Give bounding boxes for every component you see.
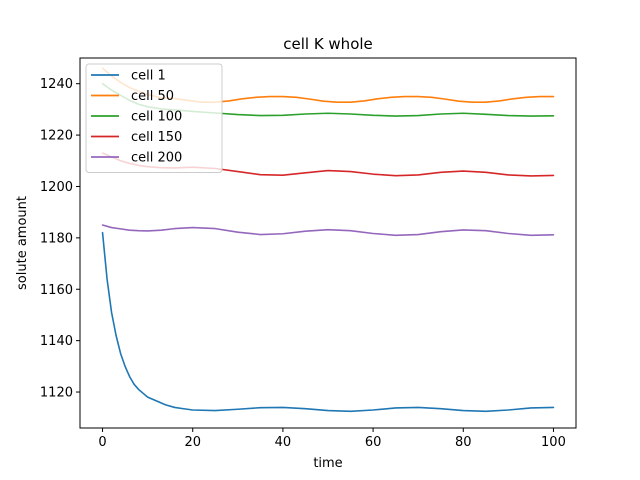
legend-label-1: cell 50 <box>131 89 174 104</box>
y-tick-label-4: 1200 <box>40 180 73 195</box>
legend: cell 1 cell 50 cell 100 cell 150 cell 200 <box>85 63 223 173</box>
x-axis: 0 20 40 60 80 100 <box>98 428 566 450</box>
legend-box <box>85 63 223 173</box>
y-axis-title: solute amount <box>15 196 30 290</box>
x-tick-label-1: 20 <box>184 435 201 450</box>
legend-label-3: cell 150 <box>131 130 182 145</box>
x-tick-label-5: 100 <box>541 435 566 450</box>
y-tick-label-5: 1220 <box>40 129 73 144</box>
x-tick-label-2: 40 <box>275 435 292 450</box>
x-tick-label-4: 80 <box>455 435 472 450</box>
legend-label-2: cell 100 <box>131 110 182 125</box>
x-tick-label-0: 0 <box>98 435 106 450</box>
y-tick-label-2: 1160 <box>40 283 73 298</box>
x-tick-label-3: 60 <box>365 435 382 450</box>
y-axis: 1120 1140 1160 1180 1200 1220 1240 <box>40 77 80 401</box>
y-tick-label-1: 1140 <box>40 334 73 349</box>
series-line-0 <box>101 231 555 413</box>
y-tick-label-6: 1240 <box>40 77 73 92</box>
legend-label-0: cell 1 <box>131 69 166 84</box>
y-tick-label-3: 1180 <box>40 231 73 246</box>
legend-label-4: cell 200 <box>131 151 182 166</box>
plot-frame <box>79 57 577 429</box>
y-tick-label-0: 1120 <box>40 386 73 401</box>
x-axis-title: time <box>313 456 342 471</box>
series-line-4 <box>101 224 555 237</box>
chart-title: cell K whole <box>283 35 373 53</box>
